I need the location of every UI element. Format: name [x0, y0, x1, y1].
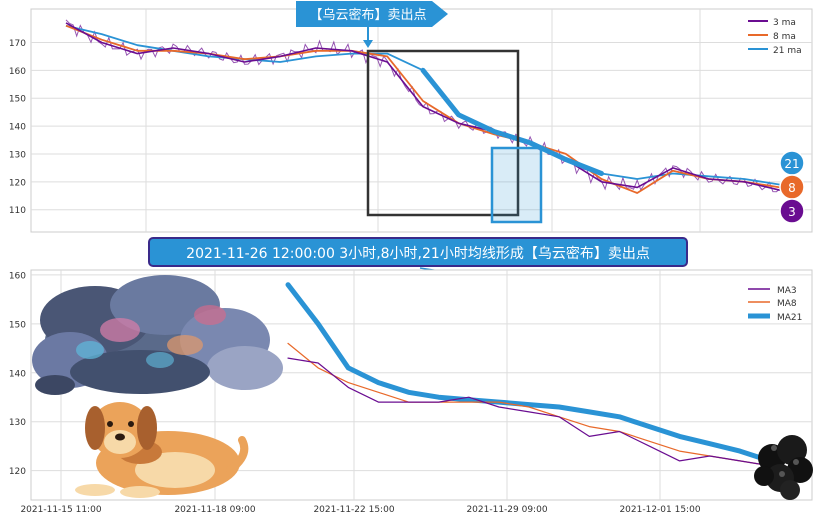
bottom-y-tick-label: 150 — [9, 320, 26, 330]
marker-badge-21-label: 21 — [784, 157, 799, 171]
dog-illustration — [75, 402, 249, 498]
dark-cloud-illustration — [754, 435, 813, 500]
top-signal-badge: 【乌云密布】卖出点 — [296, 1, 448, 48]
marker-badge-21: 21 — [779, 150, 805, 176]
bottom-y-ticks: 120 130 140 150 160 — [9, 271, 26, 477]
storm-cloud-illustration — [32, 275, 283, 395]
top-plot-frame — [30, 8, 813, 233]
bottom-x-tick-label: 2021-12-01 15:00 — [619, 505, 700, 515]
marker-badge-8: 8 — [779, 174, 805, 200]
bottom-series-MA8 — [287, 342, 771, 467]
bottom-y-tick-label: 160 — [9, 271, 26, 281]
top-y-tick-label: 140 — [9, 123, 26, 133]
legend-label-8ma: 8 ma — [773, 32, 796, 42]
top-y-tick-label: 160 — [9, 67, 26, 77]
cloud-cover-region-box — [366, 49, 520, 217]
bottom-y-tick-label: 120 — [9, 467, 26, 477]
bottom-x-tick-label: 2021-11-29 09:00 — [466, 505, 547, 515]
top-y-tick-label: 110 — [9, 206, 26, 216]
bottom-y-tick-label: 140 — [9, 369, 26, 379]
bottom-legend: MA3 MA8 MA21 — [748, 286, 802, 323]
bottom-y-tick-label: 130 — [9, 418, 26, 428]
top-y-ticks: 110 120 130 140 150 160 170 — [9, 39, 26, 216]
bottom-x-tick-label: 2021-11-18 09:00 — [174, 505, 255, 515]
legend-label-3ma: 3 ma — [773, 18, 796, 28]
top-chart: 110 120 130 140 150 160 170 3 ma 8 ma 21 ma 21… — [9, 1, 813, 233]
signal-banner-label: 2021-11-26 12:00:00 3小时,8小时,21小时均线形成【乌云密… — [186, 245, 650, 262]
legend-label-ma8: MA8 — [777, 299, 797, 309]
top-legend: 3 ma 8 ma 21 ma — [748, 18, 802, 56]
top-y-tick-label: 130 — [9, 150, 26, 160]
legend-label-21ma: 21 ma — [773, 46, 802, 56]
signal-region-box — [490, 146, 543, 224]
bottom-series-MA3 — [287, 357, 771, 467]
top-series — [65, 19, 781, 194]
top-y-tick-label: 150 — [9, 95, 26, 105]
marker-badge-3-label: 3 — [788, 205, 796, 219]
top-y-tick-label: 120 — [9, 178, 26, 188]
marker-badge-8-label: 8 — [788, 181, 796, 195]
bottom-x-ticks: 2021-11-15 11:00 2021-11-18 09:00 2021-11-… — [20, 505, 700, 515]
marker-badge-3: 3 — [779, 198, 805, 224]
bottom-x-tick-label: 2021-11-15 11:00 — [20, 505, 101, 515]
legend-label-ma21: MA21 — [777, 313, 802, 323]
bottom-x-tick-label: 2021-11-22 15:00 — [313, 505, 394, 515]
top-series-21ma-highlight — [420, 67, 604, 176]
bottom-series — [285, 282, 773, 467]
top-signal-arrow-head — [363, 40, 373, 48]
top-y-tick-label: 170 — [9, 39, 26, 49]
top-signal-badge-label: 【乌云密布】卖出点 — [309, 7, 426, 23]
bottom-series-MA21 — [285, 282, 773, 464]
top-series-8-ma — [65, 24, 781, 194]
top-series-3-ma — [65, 22, 781, 191]
legend-label-ma3: MA3 — [777, 286, 797, 296]
